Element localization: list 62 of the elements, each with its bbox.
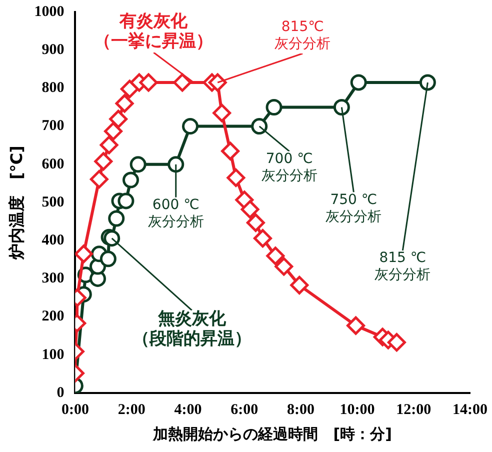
- point: [115, 94, 134, 113]
- y-tick-label: 100: [42, 346, 64, 363]
- x-tick-label: 14:00: [452, 402, 488, 418]
- x-tick-label: 2:00: [118, 402, 146, 418]
- annotation: 有炎灰化（一挙に昇温）: [94, 11, 214, 52]
- point: [118, 192, 134, 210]
- point: [290, 276, 309, 294]
- x-tick-label: 4:00: [174, 402, 202, 418]
- annotation: 815 ℃ 灰分分析: [374, 250, 431, 284]
- annotation: 750 ℃ 灰分分析: [326, 192, 382, 225]
- annotation: 815℃ 灰分分析: [274, 19, 331, 52]
- point: [333, 99, 350, 116]
- point: [253, 229, 272, 248]
- point: [108, 210, 125, 227]
- point: [419, 74, 436, 91]
- point: [109, 110, 128, 128]
- point: [130, 156, 146, 173]
- point: [100, 250, 116, 268]
- point: [251, 118, 268, 135]
- y-tick-label: 0: [56, 384, 64, 401]
- annotation: 無炎灰化（段階的昇温）: [132, 309, 252, 350]
- point: [221, 142, 240, 160]
- point: [168, 156, 184, 173]
- point: [104, 122, 123, 141]
- point: [139, 73, 158, 92]
- point: [246, 213, 265, 232]
- point: [226, 168, 246, 187]
- x-tick-label: 0:00: [61, 402, 89, 418]
- point: [212, 104, 232, 122]
- y-tick-label: 600: [42, 156, 64, 172]
- point: [182, 118, 199, 135]
- y-tick-label: 200: [42, 308, 64, 325]
- y-axis-title: 炉内温度 [℃]: [6, 146, 26, 260]
- y-tick-label: 700: [42, 118, 64, 134]
- point: [75, 244, 93, 264]
- y-tick-label: 400: [42, 232, 64, 248]
- point: [94, 152, 113, 171]
- annotation: 600 ℃ 灰分分析: [148, 197, 204, 230]
- point: [100, 136, 118, 154]
- y-tick-label: 900: [42, 42, 64, 58]
- point: [346, 316, 366, 335]
- y-tick-label: 300: [42, 270, 64, 287]
- annotation: 700 ℃ 灰分分析: [261, 150, 318, 184]
- y-tick-label: 500: [42, 194, 64, 210]
- point: [240, 200, 260, 219]
- point: [173, 73, 192, 92]
- point: [122, 172, 140, 188]
- point: [90, 170, 108, 189]
- point: [104, 230, 120, 247]
- point: [350, 74, 367, 91]
- x-tick-label: 8:00: [287, 402, 315, 418]
- y-tick-label: 1000: [34, 4, 64, 20]
- point: [208, 73, 227, 92]
- x-tick-label: 6:00: [230, 402, 258, 418]
- point: [274, 257, 294, 276]
- point: [266, 99, 282, 116]
- point: [387, 333, 406, 352]
- y-tick-label: 800: [42, 80, 64, 96]
- x-axis-title: 加熱開始からの経過時間 [時：分]: [152, 424, 392, 443]
- x-tick-label: 10:00: [340, 402, 375, 418]
- x-tick-label: 12:00: [396, 402, 432, 418]
- point: [266, 246, 285, 266]
